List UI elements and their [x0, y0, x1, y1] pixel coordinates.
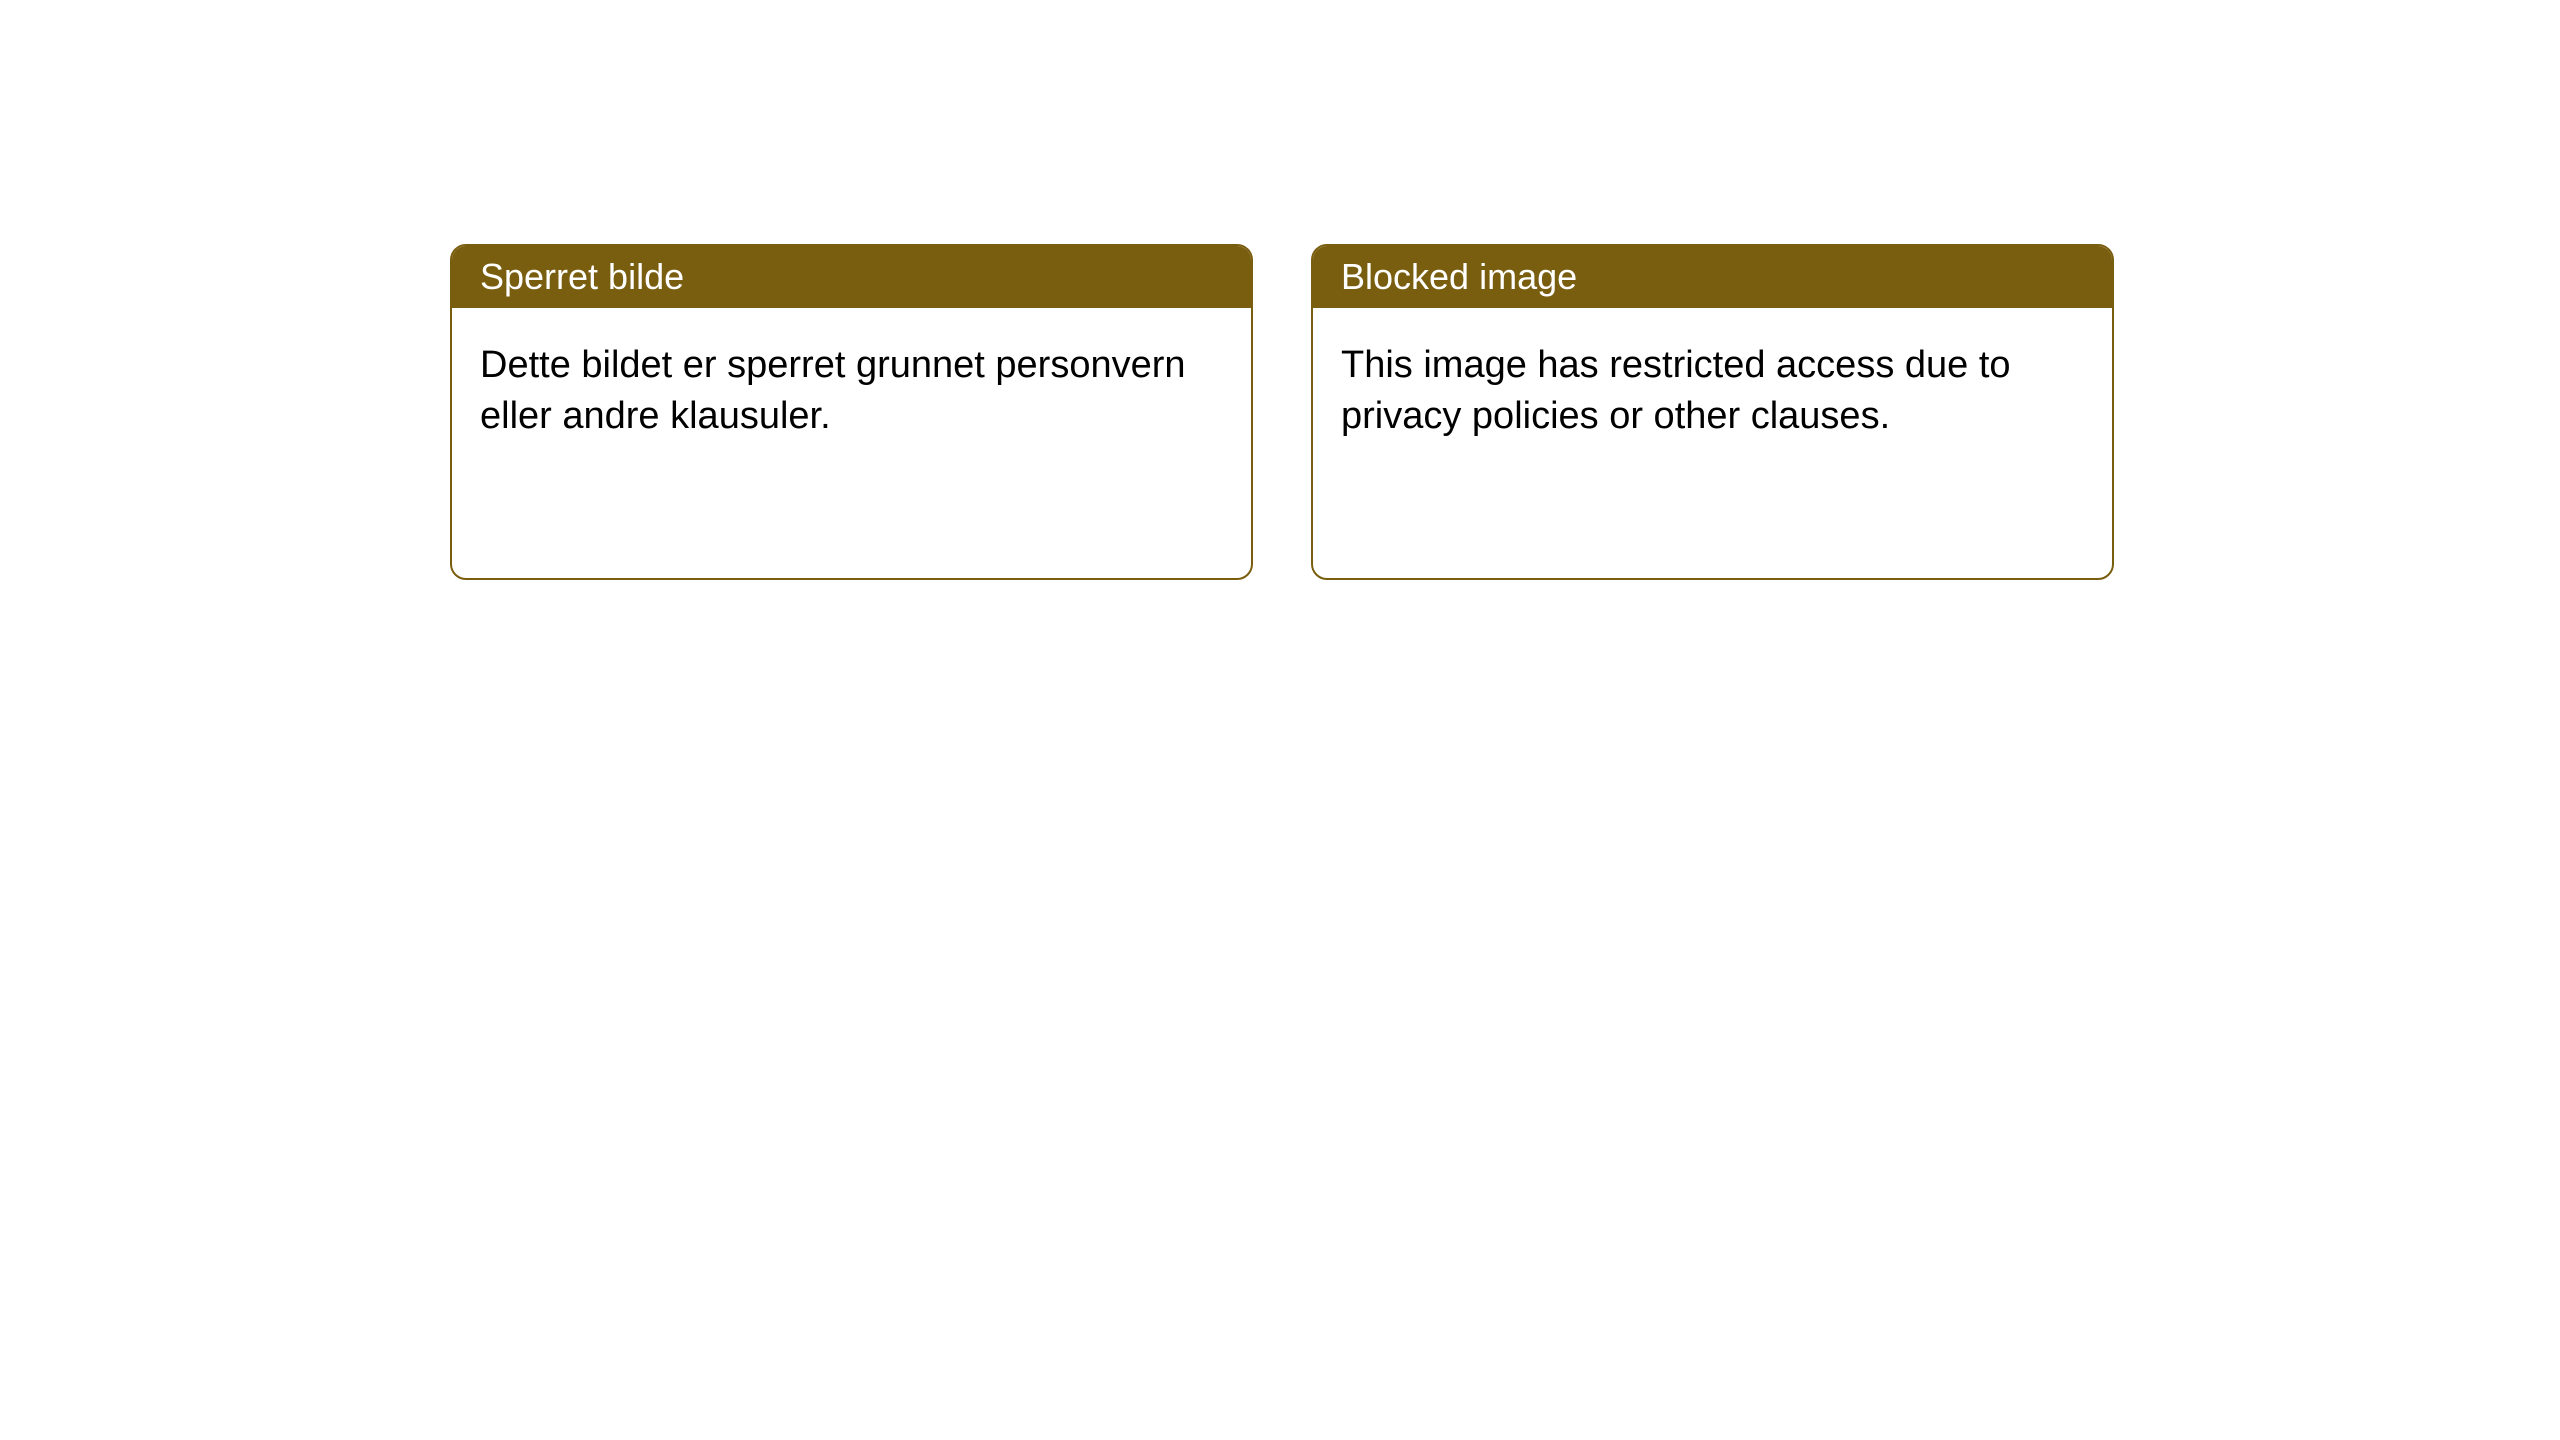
card-body-text: Dette bildet er sperret grunnet personve…	[480, 344, 1186, 437]
notice-container: Sperret bilde Dette bildet er sperret gr…	[450, 244, 2114, 580]
notice-card-norwegian: Sperret bilde Dette bildet er sperret gr…	[450, 244, 1253, 580]
card-body: Dette bildet er sperret grunnet personve…	[452, 308, 1251, 475]
card-title: Sperret bilde	[480, 256, 684, 297]
card-header: Blocked image	[1313, 246, 2112, 308]
card-title: Blocked image	[1341, 256, 1577, 297]
card-body-text: This image has restricted access due to …	[1341, 344, 2011, 437]
card-header: Sperret bilde	[452, 246, 1251, 308]
notice-card-english: Blocked image This image has restricted …	[1311, 244, 2114, 580]
card-body: This image has restricted access due to …	[1313, 308, 2112, 475]
